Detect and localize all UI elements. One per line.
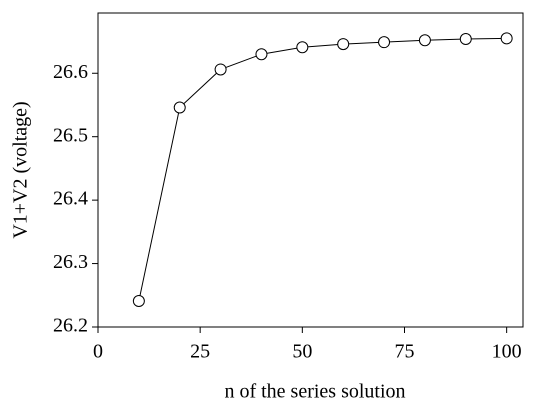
y-axis-label: V1+V2 (voltage) <box>10 101 32 238</box>
x-axis-label: n of the series solution <box>224 381 405 403</box>
x-tick-label: 25 <box>190 341 210 363</box>
y-tick-label: 26.4 <box>53 188 88 210</box>
plot-frame <box>97 12 524 328</box>
marker <box>255 48 268 61</box>
marker <box>132 294 145 307</box>
x-tick-label: 0 <box>93 341 103 363</box>
y-tick-label: 26.5 <box>53 124 88 146</box>
x-tick-label: 100 <box>492 341 522 363</box>
marker <box>173 101 186 114</box>
y-tick-label: 26.3 <box>53 251 88 273</box>
x-tick-label: 50 <box>292 341 312 363</box>
y-tick-label: 26.6 <box>53 61 88 83</box>
marker <box>337 38 350 51</box>
x-tick-label: 75 <box>394 341 414 363</box>
series-line <box>138 37 507 302</box>
marker <box>459 33 472 46</box>
marker <box>214 63 227 76</box>
marker <box>296 41 309 54</box>
marker <box>378 36 391 49</box>
marker <box>418 34 431 47</box>
marker <box>500 32 513 45</box>
y-tick-label: 26.2 <box>53 315 88 337</box>
